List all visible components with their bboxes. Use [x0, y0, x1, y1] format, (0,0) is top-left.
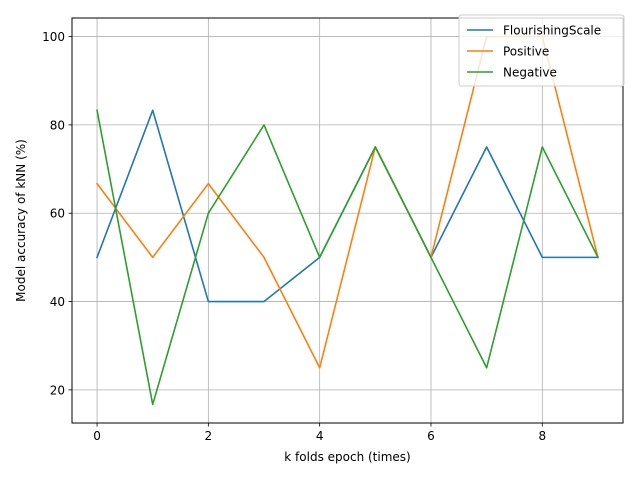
y-tick-label: 20: [50, 383, 65, 397]
x-tick-label: 8: [538, 429, 546, 443]
legend-label: FlourishingScale: [503, 24, 601, 38]
x-tick-label: 4: [316, 429, 324, 443]
y-tick-label: 40: [50, 295, 65, 309]
y-tick-label: 60: [50, 207, 65, 221]
x-axis-label: k folds epoch (times): [284, 450, 410, 464]
x-tick-label: 2: [205, 429, 213, 443]
y-axis-label: Model accuracy of kNN (%): [14, 139, 28, 302]
legend-label: Positive: [503, 45, 549, 59]
legend-box: [458, 14, 625, 87]
x-tick-label: 0: [93, 429, 101, 443]
legend-label: Negative: [503, 66, 557, 80]
series-lines: [95, 35, 600, 406]
y-tick-label: 80: [50, 118, 65, 132]
axis-ticks: 0 2 4 6 8 20 40 60 80 100: [42, 30, 546, 443]
legend: FlourishingScale Positive Negative: [458, 14, 625, 87]
series-line-3: [96, 109, 600, 406]
plot-frame: [71, 17, 624, 424]
y-tick-label: 100: [42, 30, 65, 44]
x-tick-label: 6: [427, 429, 435, 443]
series-line-1: [96, 109, 599, 303]
